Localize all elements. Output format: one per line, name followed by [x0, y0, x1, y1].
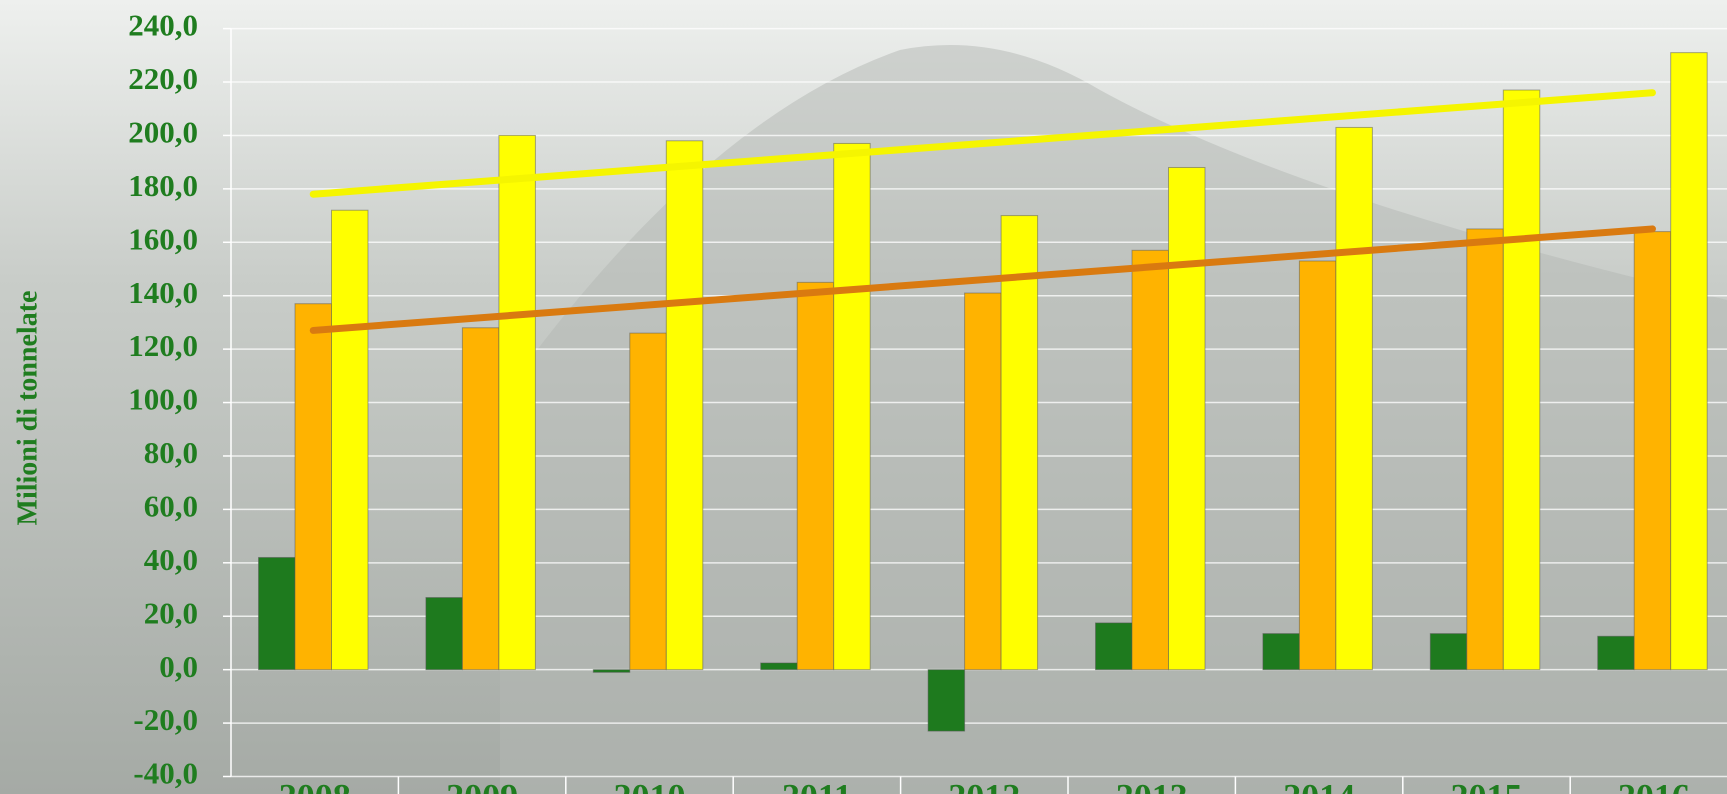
bar [331, 209, 369, 671]
y-tick-label: -20,0 [133, 702, 198, 737]
y-tick-label: 80,0 [144, 435, 198, 470]
y-axis-label: Milioni di tonnelate [12, 291, 43, 526]
bar [964, 292, 1002, 671]
bar [498, 134, 536, 671]
x-tick-label: 2012 [948, 776, 1020, 794]
bar [425, 597, 463, 671]
bar [1335, 126, 1373, 671]
bar [1466, 228, 1504, 671]
y-tick-label: 60,0 [144, 489, 198, 524]
y-tick-label: 200,0 [128, 115, 198, 150]
x-tick-label: 2008 [279, 776, 351, 794]
x-tick-label: 2009 [446, 776, 518, 794]
y-tick-label: 0,0 [159, 649, 198, 684]
trend-line [309, 225, 1656, 334]
x-tick-label: 2013 [1116, 776, 1188, 794]
bar [1429, 633, 1468, 671]
bar [796, 281, 835, 671]
trend-line [309, 89, 1656, 198]
y-tick-label: 20,0 [144, 595, 198, 630]
bar [1597, 635, 1635, 671]
bar [760, 662, 798, 671]
y-tick-label: 220,0 [128, 61, 198, 96]
y-tick-label: -40,0 [133, 756, 198, 791]
bar [1670, 52, 1708, 671]
x-tick-label: 2014 [1283, 776, 1355, 794]
bar [927, 669, 966, 732]
y-tick-label: 140,0 [128, 275, 198, 310]
y-tick-label: 240,0 [128, 8, 198, 43]
bar [461, 327, 500, 671]
x-tick-label: 2015 [1451, 776, 1523, 794]
y-tick-label: 100,0 [128, 382, 198, 417]
y-tick-label: 160,0 [128, 221, 198, 256]
x-tick-label: 2011 [782, 776, 852, 794]
bar [1633, 231, 1672, 671]
bar [1502, 89, 1541, 671]
bar [1298, 260, 1337, 671]
bar [1000, 215, 1039, 671]
bar [294, 303, 332, 671]
bar [592, 669, 631, 673]
bar [1168, 166, 1206, 671]
x-tick-label: 2016 [1618, 776, 1690, 794]
bar [833, 142, 871, 671]
bar [1262, 633, 1300, 671]
y-tick-label: 40,0 [144, 542, 198, 577]
bar [1131, 249, 1169, 671]
bar [665, 140, 704, 671]
bar [1095, 622, 1133, 671]
bar [258, 556, 296, 671]
y-tick-label: 120,0 [128, 328, 198, 363]
bar [629, 332, 667, 671]
y-tick-label: 180,0 [128, 168, 198, 203]
x-tick-label: 2010 [614, 776, 686, 794]
